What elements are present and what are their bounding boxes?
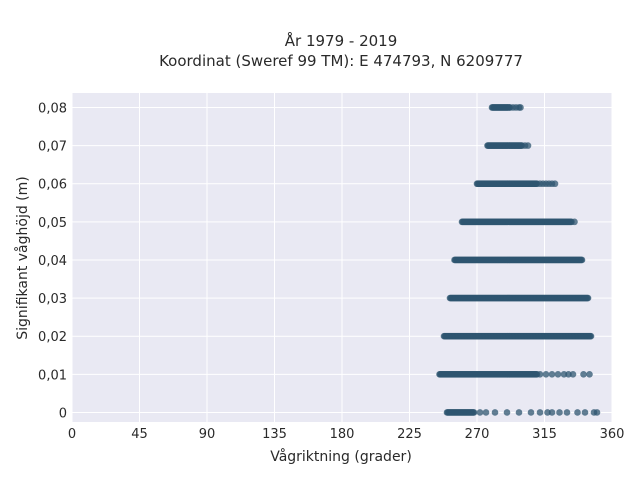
data-point-outlier — [586, 371, 593, 378]
data-point-outlier — [551, 180, 559, 188]
x-axis-ticks: 0 45 90 135 180 225 270 315 360 — [68, 427, 625, 442]
data-point-outlier — [517, 104, 524, 111]
x-tick-label: 0 — [68, 427, 76, 442]
data-point-outlier — [563, 409, 571, 416]
y-tick-label: 0,05 — [38, 216, 67, 231]
y-tick-label: 0,04 — [38, 254, 67, 269]
y-tick-label: 0,07 — [38, 140, 67, 155]
data-point — [524, 142, 532, 149]
data-point — [476, 409, 484, 416]
data-point — [470, 409, 478, 416]
y-tick-label: 0,08 — [38, 101, 67, 116]
data-point-outlier — [548, 409, 556, 416]
data-point-outlier — [581, 409, 589, 416]
x-axis-label: Vågriktning (grader) — [270, 448, 412, 465]
data-point — [536, 409, 544, 416]
data-point — [536, 371, 544, 378]
x-tick-label: 270 — [465, 427, 490, 442]
x-tick-label: 360 — [600, 427, 625, 442]
y-tick-label: 0,06 — [38, 178, 67, 193]
y-tick-label: 0,01 — [38, 368, 67, 383]
data-point — [503, 409, 511, 416]
data-point — [578, 256, 586, 264]
data-point — [515, 409, 523, 416]
x-tick-label: 135 — [262, 427, 287, 442]
x-tick-label: 90 — [199, 427, 216, 442]
x-tick-label: 225 — [397, 427, 422, 442]
data-points — [436, 104, 601, 416]
x-tick-label: 180 — [330, 427, 355, 442]
data-point-outlier — [574, 409, 581, 416]
data-point-outlier — [556, 409, 563, 416]
x-tick-label: 45 — [131, 427, 148, 442]
data-point — [548, 371, 556, 378]
chart-title-line-1: År 1979 - 2019 — [285, 31, 398, 50]
y-axis-label: Signifikant våghöjd (m) — [14, 176, 31, 339]
data-point-outlier — [580, 371, 587, 378]
chart-title-line-2: Koordinat (Sweref 99 TM): E 474793, N 62… — [159, 52, 523, 70]
y-tick-label: 0,02 — [38, 330, 67, 345]
data-point — [584, 294, 592, 302]
data-point — [491, 409, 499, 416]
data-point — [527, 409, 535, 416]
x-tick-label: 315 — [532, 427, 557, 442]
data-point — [569, 371, 577, 378]
data-point — [587, 332, 595, 340]
y-axis-ticks: 0 0,01 0,02 0,03 0,04 0,05 0,06 0,07 0,08 — [38, 101, 67, 421]
data-point — [542, 371, 550, 378]
data-point — [482, 409, 490, 416]
data-point — [554, 371, 562, 378]
y-tick-label: 0,03 — [38, 292, 67, 307]
data-point-outlier — [593, 409, 601, 416]
y-tick-label: 0 — [59, 406, 67, 421]
chart-title: År 1979 - 2019 Koordinat (Sweref 99 TM):… — [159, 31, 523, 70]
data-point — [571, 218, 578, 226]
